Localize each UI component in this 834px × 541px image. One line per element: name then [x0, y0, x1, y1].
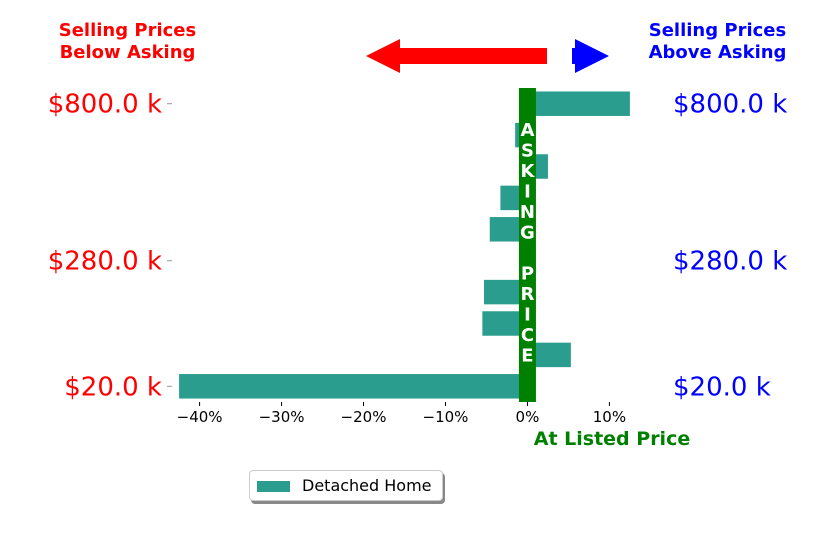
bar-row-0 — [527, 91, 630, 116]
y-label-right: $280.0 k — [673, 247, 787, 277]
asking-price-letter: A — [520, 120, 534, 141]
asking-price-letter: I — [524, 305, 531, 326]
legend: Detached Home — [249, 470, 443, 501]
x-tick-label: −40% — [177, 408, 223, 426]
at-listed-price-label: At Listed Price — [534, 428, 690, 450]
x-tick-label: −30% — [259, 408, 305, 426]
bar-row-9 — [179, 374, 528, 399]
above-asking-title-line1: Selling Prices — [648, 20, 787, 41]
below-asking-title: Selling Prices Below Asking — [40, 20, 215, 64]
asking-price-letter: P — [521, 264, 534, 285]
y-label-left: $20.0 k — [64, 372, 162, 402]
asking-price-letter: R — [521, 284, 535, 305]
x-tick-label: 10% — [593, 408, 626, 426]
asking-price-letter: I — [524, 182, 531, 203]
y-label-right: $800.0 k — [673, 90, 787, 120]
below-asking-title-line1: Selling Prices — [58, 20, 197, 41]
asking-price-letter: S — [521, 141, 534, 162]
y-label-left: $800.0 k — [48, 90, 162, 120]
asking-price-band — [518, 88, 536, 402]
asking-price-letter: E — [521, 346, 533, 367]
below-asking-title-line2: Below Asking — [59, 42, 196, 63]
y-label-right: $20.0 k — [673, 372, 771, 402]
asking-price-letter: C — [521, 325, 534, 346]
x-tick-label: −20% — [341, 408, 387, 426]
above-asking-title-line2: Above Asking — [648, 42, 787, 63]
asking-price-letter: N — [520, 202, 535, 223]
legend-swatch — [257, 481, 290, 492]
asking-price-letter: G — [520, 223, 535, 244]
y-label-left: $280.0 k — [48, 247, 162, 277]
x-tick-label: 0% — [516, 408, 540, 426]
right-arrow-icon — [572, 39, 609, 73]
asking-price-letter: K — [520, 161, 535, 182]
x-tick-label: −10% — [423, 408, 469, 426]
above-asking-title: Selling Prices Above Asking — [630, 20, 805, 64]
legend-label: Detached Home — [302, 476, 432, 495]
left-arrow-icon — [366, 39, 547, 73]
